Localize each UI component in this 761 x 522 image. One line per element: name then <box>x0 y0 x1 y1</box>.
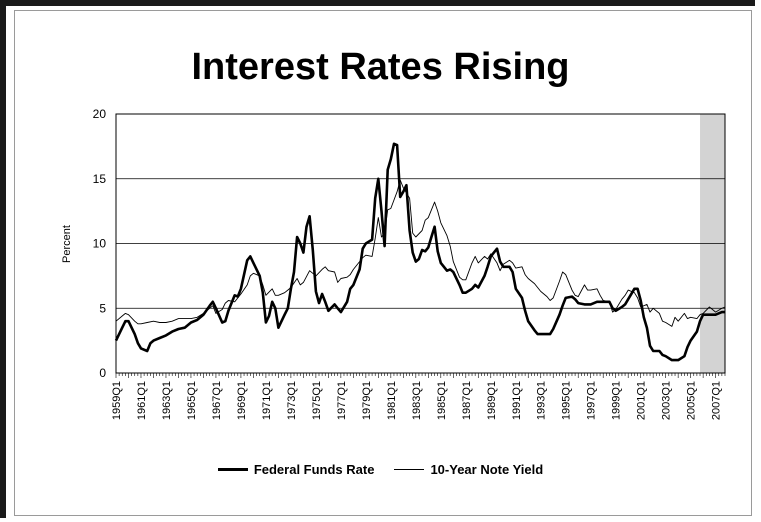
x-tick-label-1959Q1: 1959Q1 <box>111 381 123 420</box>
series-line-fed-funds-rate <box>114 142 725 362</box>
x-tick-label-1991Q1: 1991Q1 <box>511 381 523 420</box>
x-tick-label-1985Q1: 1985Q1 <box>436 381 448 420</box>
x-tick-label-2007Q1: 2007Q1 <box>711 381 723 420</box>
x-tick-label-2001Q1: 2001Q1 <box>636 381 648 420</box>
x-tick-label-1979Q1: 1979Q1 <box>361 381 373 420</box>
series-line-10-year-note-yield <box>115 179 726 327</box>
x-tick-label-1961Q1: 1961Q1 <box>136 381 148 420</box>
legend-swatch-thin <box>394 469 425 470</box>
y-tick-label-0: 0 <box>99 366 106 380</box>
y-tick-label-20: 20 <box>93 107 107 121</box>
chart-title: Interest Rates Rising <box>191 46 570 88</box>
x-tick-label-2003Q1: 2003Q1 <box>661 381 673 420</box>
x-tick-label-1969Q1: 1969Q1 <box>236 381 248 420</box>
x-tick-label-1973Q1: 1973Q1 <box>286 381 298 420</box>
x-tick-label-1995Q1: 1995Q1 <box>561 381 573 420</box>
x-tick-label-1983Q1: 1983Q1 <box>411 381 423 420</box>
y-axis-label: Percent <box>61 225 73 263</box>
x-tick-label-1997Q1: 1997Q1 <box>586 381 598 420</box>
legend-swatch-thick <box>217 468 248 471</box>
x-tick-label-1993Q1: 1993Q1 <box>536 381 548 420</box>
plot-border <box>115 113 726 374</box>
legend: Federal Funds Rate 10-Year Note Yield <box>0 462 761 477</box>
y-tick-label-5: 5 <box>99 301 106 315</box>
x-tick-label-1989Q1: 1989Q1 <box>486 381 498 420</box>
x-tick-label-1987Q1: 1987Q1 <box>461 381 473 420</box>
x-tick-label-1977Q1: 1977Q1 <box>336 381 348 420</box>
chart-area-border <box>14 10 752 516</box>
y-tick-label-15: 15 <box>93 172 107 186</box>
legend-label-fed-funds: Federal Funds Rate <box>253 462 375 477</box>
plot-area: 0 5 10 15 20 1959Q1 1961Q1 1963Q1 1965Q1 1967Q1 19… <box>93 107 726 420</box>
x-tick-label-1975Q1: 1975Q1 <box>311 381 323 420</box>
x-tick-label-2005Q1: 2005Q1 <box>686 381 698 420</box>
x-tick-label-1999Q1: 1999Q1 <box>611 381 623 420</box>
x-tick-label-1963Q1: 1963Q1 <box>161 381 173 420</box>
y-tick-label-10: 10 <box>93 237 107 251</box>
x-tick-label-1967Q1: 1967Q1 <box>211 381 223 420</box>
x-tick-label-1971Q1: 1971Q1 <box>261 381 273 420</box>
x-tick-label-1965Q1: 1965Q1 <box>186 381 198 420</box>
legend-label-ten-year: 10-Year Note Yield <box>430 462 544 477</box>
legend-item-ten-year: 10-Year Note Yield <box>394 462 543 477</box>
legend-item-fed-funds: Federal Funds Rate <box>217 462 375 477</box>
x-tick-label-1981Q1: 1981Q1 <box>386 381 398 420</box>
